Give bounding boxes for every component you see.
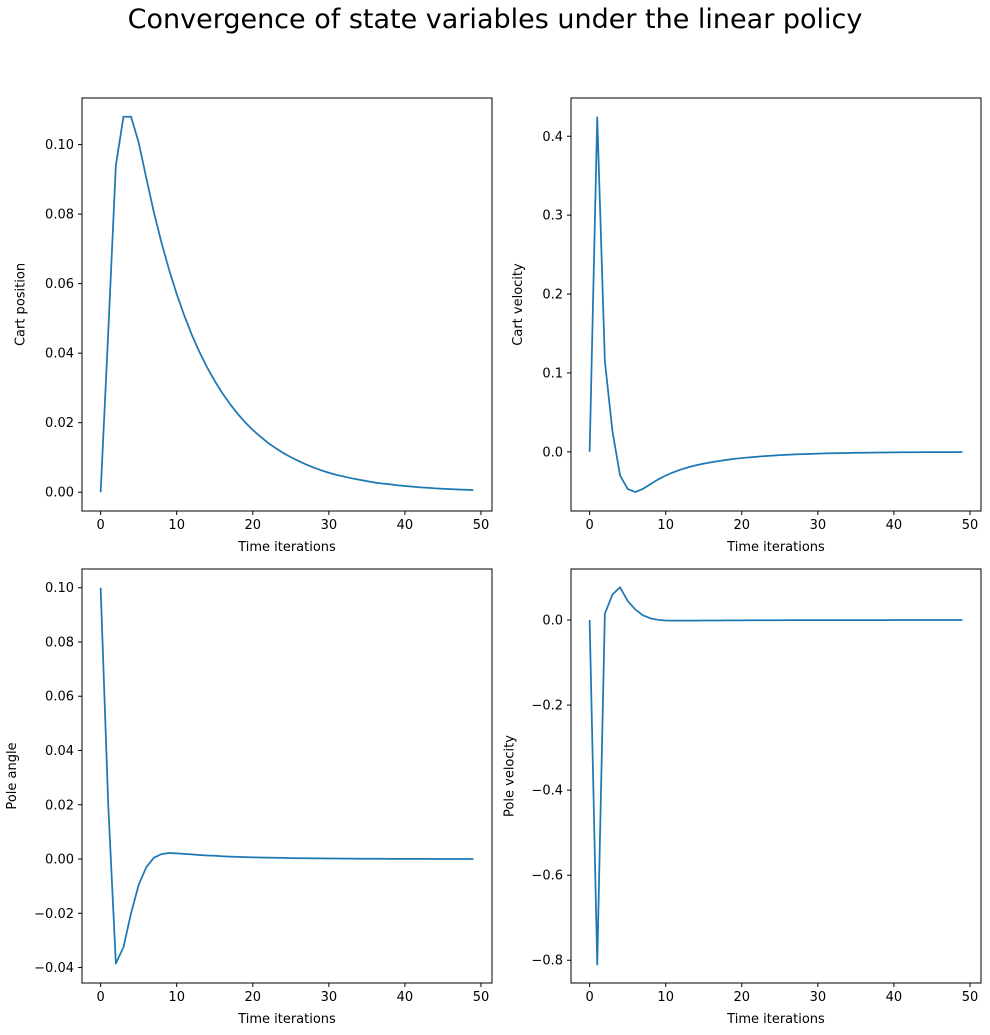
cart-position-x-tick-label: 30 [321, 518, 338, 533]
pole-velocity-y-axis-label: Pole velocity [502, 735, 517, 817]
pole-angle-y-axis-label: Pole angle [5, 742, 20, 809]
cart-position-y-tick-label: 0.02 [45, 416, 74, 431]
pole-velocity-y-tick-label: −0.4 [531, 784, 563, 799]
cart-velocity-x-tick-label: 50 [962, 518, 979, 533]
cart-position-y-tick-label: 0.06 [45, 277, 74, 292]
pole-velocity-x-tick-label: 0 [585, 990, 593, 1005]
cart-position-series-line [99, 115, 474, 493]
pole-velocity-x-axis-label: Time iterations [726, 1012, 825, 1027]
cart-velocity-series-line [588, 116, 963, 493]
pole-angle-y-tick-label: 0.00 [45, 853, 74, 868]
cart-velocity-y-axis-label: Cart velocity [511, 263, 526, 346]
pole-velocity-x-tick-label: 30 [810, 990, 827, 1005]
pole-velocity-chart: 0 10 20 30 40 50 −0.8 −0.6 −0.4 −0.2 0.0 Time itera… [502, 568, 982, 1027]
pole-angle-x-tick-label: 50 [473, 990, 490, 1005]
cart-position-axes-frame [81, 97, 493, 512]
pole-velocity-x-tick-label: 10 [657, 990, 674, 1005]
pole-angle-y-tick-label: 0.06 [45, 690, 74, 705]
cart-position-x-tick-label: 10 [168, 518, 185, 533]
cart-velocity-x-tick-label: 30 [810, 518, 827, 533]
cart-position-y-tick-label: 0.10 [45, 138, 74, 153]
cart-position-x-axis-label: Time iterations [237, 540, 336, 555]
pole-angle-y-tick-label: 0.02 [45, 798, 74, 813]
pole-velocity-y-tick-label: 0.0 [542, 614, 563, 629]
pole-angle-x-tick-label: 20 [244, 990, 261, 1005]
cart-velocity-x-tick-label: 0 [585, 518, 593, 533]
pole-velocity-y-tick-label: −0.8 [531, 954, 563, 969]
pole-velocity-series-line [588, 586, 963, 966]
pole-angle-y-tick-label: −0.02 [34, 907, 74, 922]
cart-velocity-x-tick-label: 40 [886, 518, 903, 533]
pole-angle-x-tick-label: 0 [96, 990, 104, 1005]
pole-angle-y-tick-label: −0.04 [34, 961, 74, 976]
pole-angle-x-tick-label: 10 [168, 990, 185, 1005]
pole-angle-y-tick-label: 0.08 [45, 635, 74, 650]
pole-angle-y-tick-label: 0.04 [45, 744, 74, 759]
cart-position-y-tick-label: 0.00 [45, 486, 74, 501]
cart-position-x-tick-label: 20 [244, 518, 261, 533]
pole-angle-x-tick-label: 40 [397, 990, 414, 1005]
pole-angle-y-tick-label: 0.10 [45, 581, 74, 596]
cart-velocity-y-tick-label: 0.1 [542, 366, 563, 381]
pole-velocity-x-tick-label: 40 [886, 990, 903, 1005]
cart-position-x-tick-label: 40 [397, 518, 414, 533]
pole-velocity-y-tick-label: −0.6 [531, 869, 563, 884]
cart-velocity-axes-frame [570, 97, 982, 512]
pole-angle-chart: 0 10 20 30 40 50 −0.04 −0.02 0.00 0.02 0.04 0.06 0.0… [5, 568, 493, 1027]
pole-angle-axes-frame [81, 568, 493, 984]
cart-velocity-x-tick-label: 10 [657, 518, 674, 533]
pole-velocity-x-tick-label: 50 [962, 990, 979, 1005]
pole-velocity-axes-frame [570, 568, 982, 984]
cart-velocity-chart: 0 10 20 30 40 50 0.0 0.1 0.2 0.3 0.4 Time iteration… [511, 97, 982, 555]
pole-angle-series-line [99, 587, 474, 965]
cart-velocity-x-tick-label: 20 [733, 518, 750, 533]
cart-velocity-y-tick-label: 0.0 [542, 445, 563, 460]
cart-position-y-tick-label: 0.08 [45, 208, 74, 223]
cart-velocity-y-tick-label: 0.3 [542, 209, 563, 224]
cart-position-x-tick-label: 0 [96, 518, 104, 533]
cart-position-y-axis-label: Cart position [13, 263, 28, 346]
pole-velocity-y-tick-label: −0.2 [531, 699, 563, 714]
cart-position-chart: 0 10 20 30 40 50 0.00 0.02 0.04 0.06 0.08 0.10 Time … [13, 97, 493, 555]
figure-title: Convergence of state variables under the… [127, 4, 863, 35]
cart-velocity-y-tick-label: 0.2 [542, 288, 563, 303]
pole-velocity-x-tick-label: 20 [733, 990, 750, 1005]
cart-position-y-tick-label: 0.04 [45, 347, 74, 362]
pole-angle-x-tick-label: 30 [321, 990, 338, 1005]
cart-position-x-tick-label: 50 [473, 518, 490, 533]
cart-velocity-y-tick-label: 0.4 [542, 130, 563, 145]
cart-velocity-x-axis-label: Time iterations [726, 540, 825, 555]
pole-angle-x-axis-label: Time iterations [237, 1012, 336, 1027]
